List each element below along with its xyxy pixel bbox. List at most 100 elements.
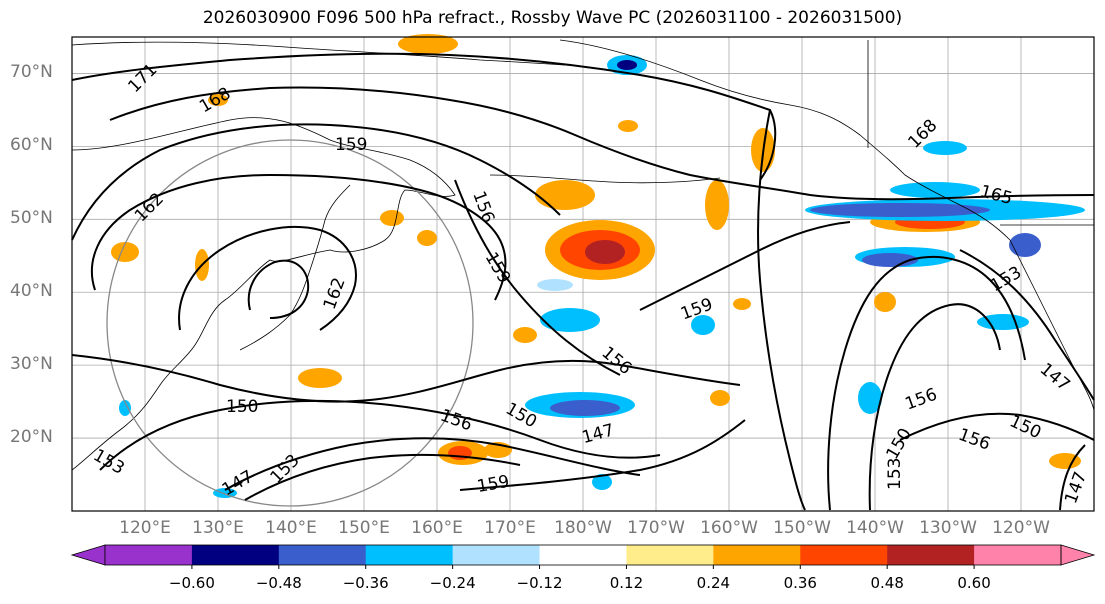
negative-anomaly-patch xyxy=(592,474,612,490)
colorbar-segment xyxy=(887,545,975,565)
contour-line xyxy=(71,123,561,241)
positive-anomaly-patch xyxy=(710,390,730,406)
contour-line xyxy=(247,259,310,319)
colorbar-tick-label: 0.48 xyxy=(870,574,904,592)
negative-anomaly-patch xyxy=(213,488,237,498)
contour-line xyxy=(899,412,1095,441)
longitude-label: 160°W xyxy=(700,518,758,538)
plot-title: 2026030900 F096 500 hPa refract., Rossby… xyxy=(202,8,903,28)
contour-line xyxy=(90,173,507,301)
colorbar-tick-label: −0.36 xyxy=(342,574,389,592)
coastline-arctic xyxy=(71,41,581,67)
reference-circle xyxy=(106,139,474,507)
contour-label: 150 xyxy=(226,397,258,417)
longitude-label: 120°W xyxy=(992,518,1050,538)
latitude-label: 20°N xyxy=(10,427,53,448)
negative-anomaly-patch xyxy=(858,382,882,414)
longitude-label: 150°W xyxy=(773,518,831,538)
contour-line xyxy=(868,303,1001,511)
longitude-label: 130°W xyxy=(919,518,977,538)
negative-anomaly-patch xyxy=(890,182,980,198)
latitude-label: 50°N xyxy=(10,208,53,229)
positive-anomaly-patch xyxy=(398,34,458,54)
colorbar-tick-label: 0.36 xyxy=(783,574,817,592)
longitude-label: 120°E xyxy=(119,518,171,538)
anomaly-shading xyxy=(111,34,1085,498)
positive-anomaly-patch xyxy=(298,368,342,388)
contour-line xyxy=(757,109,806,511)
longitude-label: 160°E xyxy=(411,518,463,538)
positive-anomaly-patch xyxy=(535,180,595,210)
coastline-alaska xyxy=(559,39,1011,241)
map-frame xyxy=(71,36,1095,512)
negative-anomaly-patch xyxy=(691,315,715,335)
negative-anomaly-patch xyxy=(617,60,637,70)
coastlines xyxy=(71,39,1095,471)
negative-anomaly-patch xyxy=(550,400,620,416)
contour-line xyxy=(178,225,357,331)
contour-line xyxy=(639,221,851,311)
positive-anomaly-patch xyxy=(111,242,139,262)
negative-anomaly-patch xyxy=(923,141,967,155)
colorbar-segment xyxy=(539,545,627,565)
latitude-label: 40°N xyxy=(10,281,53,302)
positive-anomaly-patch xyxy=(705,180,729,230)
positive-anomaly-patch xyxy=(874,292,896,312)
contour-line xyxy=(99,399,661,471)
latitude-label: 30°N xyxy=(10,354,53,375)
contour-line xyxy=(109,86,1095,201)
contour-label: 153 xyxy=(885,458,905,490)
colorbar-tick-label: 0.24 xyxy=(696,574,731,592)
colorbar-tick-label: −0.48 xyxy=(255,574,302,592)
negative-anomaly-patch xyxy=(537,279,573,291)
colorbar-segment xyxy=(713,545,801,565)
negative-anomaly-patch xyxy=(540,308,600,332)
colorbar-segment xyxy=(191,545,280,565)
negative-anomaly-patch xyxy=(1009,233,1041,257)
colorbar-outline xyxy=(104,544,1062,566)
contour-line xyxy=(827,256,1026,511)
contour-label: 159 xyxy=(335,135,367,155)
colorbar-segment xyxy=(452,545,541,565)
longitude-label: 140°W xyxy=(846,518,904,538)
contour-line xyxy=(71,354,741,403)
colorbar-segment xyxy=(278,545,367,565)
positive-anomaly-patch xyxy=(585,240,625,264)
contour-line xyxy=(71,52,777,181)
longitude-label: 130°E xyxy=(192,518,244,538)
positive-anomaly-patch xyxy=(618,120,638,132)
colorbar-extend-low xyxy=(70,544,106,566)
positive-anomaly-patch xyxy=(513,327,537,343)
colorbar-tick-label: −0.60 xyxy=(168,574,215,592)
contour-line xyxy=(454,179,621,376)
longitude-label: 140°E xyxy=(265,518,317,538)
coastline-aleutians xyxy=(489,174,721,184)
colorbar-tick-label: −0.24 xyxy=(429,574,476,592)
colorbar-segment xyxy=(105,545,193,565)
coastline-north-america xyxy=(1009,239,1095,411)
colorbar-segment xyxy=(626,545,714,565)
contour-line xyxy=(224,437,641,491)
colorbar-segment xyxy=(800,545,888,565)
latitude-label: 70°N xyxy=(10,62,53,83)
positive-anomaly-patch xyxy=(417,230,437,246)
negative-anomaly-patch xyxy=(862,253,918,267)
contour-line xyxy=(959,249,1095,401)
longitude-label: 150°E xyxy=(338,518,390,538)
colorbar-tick-label: −0.12 xyxy=(516,574,563,592)
colorbar-segments xyxy=(70,544,1096,569)
colorbar-tick-label: 0.12 xyxy=(609,574,644,592)
positive-anomaly-patch xyxy=(208,94,228,106)
longitude-label: 170°W xyxy=(627,518,685,538)
longitude-label: 170°E xyxy=(484,518,536,538)
colorbar-segment xyxy=(365,545,454,565)
contour-line xyxy=(244,453,521,501)
negative-anomaly-patch xyxy=(119,400,131,416)
contour-lines xyxy=(71,52,1095,511)
positive-anomaly-patch xyxy=(380,210,404,226)
colorbar-tick-label: 0.60 xyxy=(957,574,991,592)
latitude-label: 60°N xyxy=(10,135,53,156)
coastline-asia xyxy=(71,117,456,471)
